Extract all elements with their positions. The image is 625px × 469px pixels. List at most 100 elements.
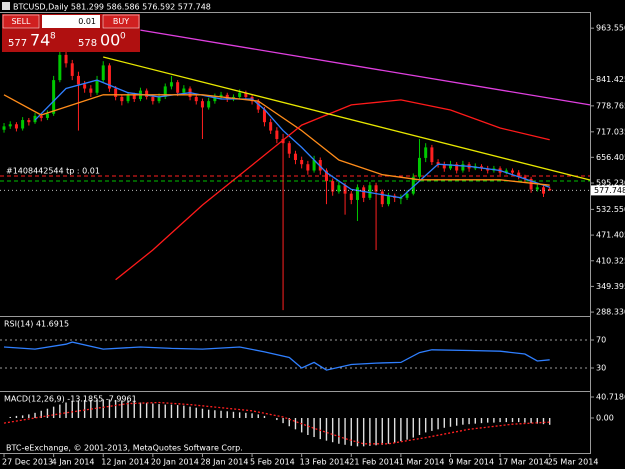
candle-body	[362, 187, 366, 198]
candle-body	[76, 75, 80, 85]
bid-main: 577	[8, 38, 27, 49]
y-tick-label: 288.330	[596, 308, 625, 317]
candle-body	[529, 178, 533, 190]
panel-title: RSI(14) 41.6915	[4, 320, 69, 329]
x-tick-label: 21 Feb 2014	[349, 458, 399, 467]
x-tick-label: 4 Jan 2014	[52, 458, 95, 467]
candle-body	[95, 80, 99, 93]
x-tick-label: 27 Dec 2013	[2, 458, 53, 467]
candle-body	[541, 187, 545, 194]
candle-body	[213, 96, 217, 102]
bid-big: 74	[30, 31, 50, 50]
candle-body	[318, 160, 322, 171]
sell-button[interactable]	[2, 14, 40, 29]
candle-body	[436, 162, 440, 165]
candle-body	[337, 185, 341, 192]
order-label: #1408442544 tp : 0.01	[6, 166, 100, 175]
ask-small: 0	[120, 32, 126, 42]
x-tick-label: 28 Jan 2014	[200, 458, 248, 467]
y-tick-label: 349.395	[596, 282, 625, 291]
candle-body	[343, 185, 347, 194]
y-tick-label: 0.00	[596, 413, 614, 422]
y-tick-label: 70	[596, 336, 606, 345]
candle-body	[269, 122, 273, 131]
candle-body	[176, 82, 180, 93]
candle-body	[504, 170, 508, 173]
buy-label: BUY	[113, 17, 129, 26]
ask-main: 578	[78, 38, 97, 49]
candle-body	[126, 94, 130, 102]
trade-panel: SELL 0.01 BUY 577 74 8 578 00 0	[2, 14, 140, 52]
line	[103, 56, 591, 181]
candle-body	[244, 92, 248, 97]
lot-value: 0.01	[78, 17, 96, 26]
candle-body	[70, 63, 74, 76]
sell-label: SELL	[11, 17, 31, 26]
candle-body	[287, 143, 291, 154]
candle-body	[293, 153, 297, 161]
candle-body	[151, 96, 155, 102]
candle-body	[548, 188, 552, 191]
x-tick-label: 1 Mar 2014	[399, 458, 445, 467]
candle-body	[120, 96, 124, 102]
candle-body	[424, 147, 428, 158]
candle-body	[194, 96, 198, 102]
x-tick-label: 13 Feb 2014	[300, 458, 350, 467]
candle-body	[374, 185, 378, 192]
candle-body	[442, 164, 446, 169]
candle-body	[2, 126, 6, 130]
candle-body	[83, 84, 87, 89]
chart-icon	[2, 2, 10, 10]
candle-body	[52, 80, 56, 114]
candle-body	[281, 138, 285, 144]
x-tick-label: 17 Mar 2014	[498, 458, 549, 467]
line	[34, 79, 550, 199]
candle-body	[411, 176, 415, 194]
candle-body	[517, 172, 521, 177]
candle-body	[368, 185, 372, 198]
candle-body	[219, 94, 223, 97]
y-tick-label: 717.035	[596, 127, 625, 136]
candle-body	[349, 193, 353, 200]
y-tick-label: 532.550	[596, 205, 625, 214]
y-tick-label: 471.405	[596, 231, 625, 240]
current-price: 577.748	[594, 186, 625, 195]
lot-input[interactable]	[42, 15, 100, 28]
candle-body	[535, 187, 539, 190]
candle-body	[331, 181, 335, 192]
candle-body	[27, 120, 31, 123]
candle-body	[182, 88, 186, 93]
candle-body	[8, 124, 12, 127]
candle-body	[510, 170, 514, 173]
candle-body	[355, 187, 359, 200]
x-tick-label: 9 Mar 2014	[448, 458, 494, 467]
y-tick-label: 30	[596, 364, 606, 373]
candle-body	[157, 96, 161, 102]
x-tick-label: 12 Jan 2014	[101, 458, 149, 467]
y-tick-label: 40.7186	[596, 393, 625, 402]
candle-body	[461, 164, 465, 171]
candle-body	[33, 115, 37, 123]
line	[3, 94, 550, 186]
candle-body	[300, 160, 304, 165]
candle-body	[114, 88, 118, 97]
candle-body	[163, 86, 167, 97]
price-box	[591, 185, 625, 196]
candle-body	[64, 54, 68, 64]
candle-body	[430, 147, 434, 163]
line	[140, 29, 591, 106]
candle-body	[275, 130, 279, 139]
candle-body	[417, 157, 421, 177]
candle-body	[58, 54, 62, 81]
candle-body	[256, 101, 260, 110]
y-tick-label: 778.765	[596, 101, 625, 110]
candle-body	[455, 164, 459, 171]
x-tick-label: 20 Jan 2014	[151, 458, 199, 467]
candle-body	[523, 176, 527, 179]
x-tick-label: 5 Feb 2014	[250, 458, 295, 467]
candle-body	[324, 170, 328, 182]
buy-button[interactable]	[102, 14, 140, 29]
